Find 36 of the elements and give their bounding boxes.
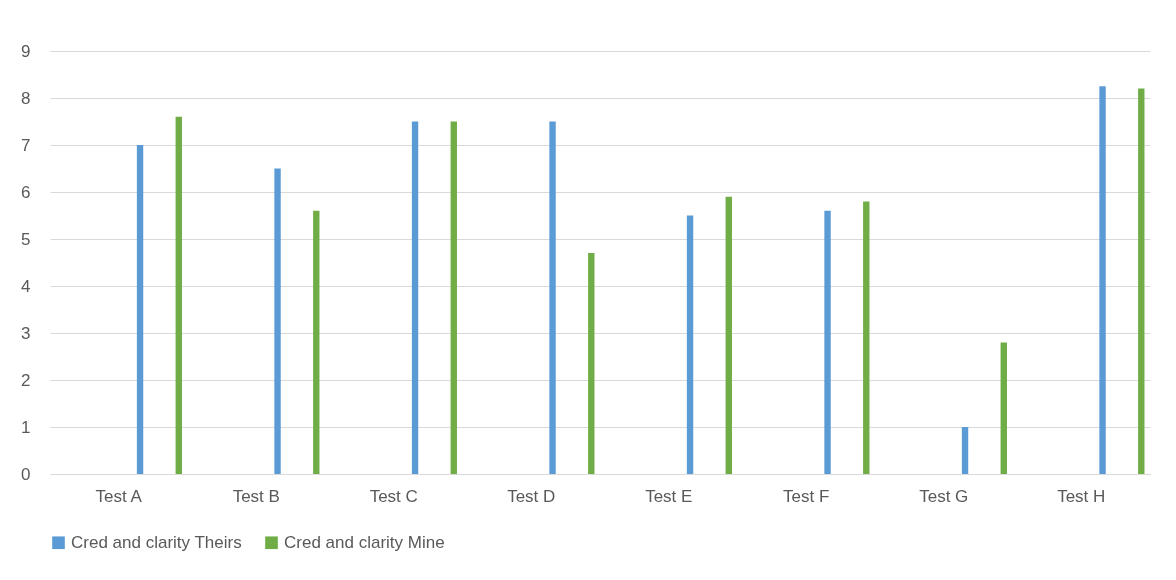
bar [686, 215, 694, 474]
y-tick-label: 4 [21, 276, 31, 296]
bar [1099, 86, 1106, 474]
bar [961, 427, 969, 474]
bar [175, 116, 182, 474]
x-tick-label: Test G [919, 486, 969, 506]
y-tick-label: 1 [21, 417, 31, 437]
bar [588, 253, 595, 474]
bar [549, 121, 556, 474]
x-tick-label: Test D [507, 486, 556, 506]
legend-label: Cred and clarity Theirs [71, 532, 242, 552]
bar [313, 210, 320, 474]
bar [863, 201, 870, 474]
bar [450, 121, 457, 474]
bar [136, 145, 144, 474]
x-tick-label: Test F [783, 486, 830, 506]
y-tick-label: 9 [21, 41, 31, 61]
legend-label: Cred and clarity Mine [284, 532, 445, 552]
y-tick-label: 0 [21, 464, 31, 484]
x-tick-label: Test B [232, 486, 280, 506]
bar [1138, 88, 1145, 474]
y-tick-label: 5 [21, 229, 31, 249]
bar [274, 168, 281, 474]
y-tick-label: 8 [21, 88, 31, 108]
bar [1000, 342, 1007, 474]
x-tick-label: Test E [645, 486, 693, 506]
y-tick-label: 6 [21, 182, 31, 202]
bar [824, 210, 831, 474]
bar [411, 121, 419, 474]
y-tick-label: 7 [21, 135, 31, 155]
y-tick-label: 2 [21, 370, 31, 390]
x-tick-label: Test C [369, 486, 418, 506]
y-tick-label: 3 [21, 323, 31, 343]
x-tick-label: Test A [95, 486, 143, 506]
bar [725, 196, 732, 474]
x-tick-label: Test H [1057, 486, 1106, 506]
